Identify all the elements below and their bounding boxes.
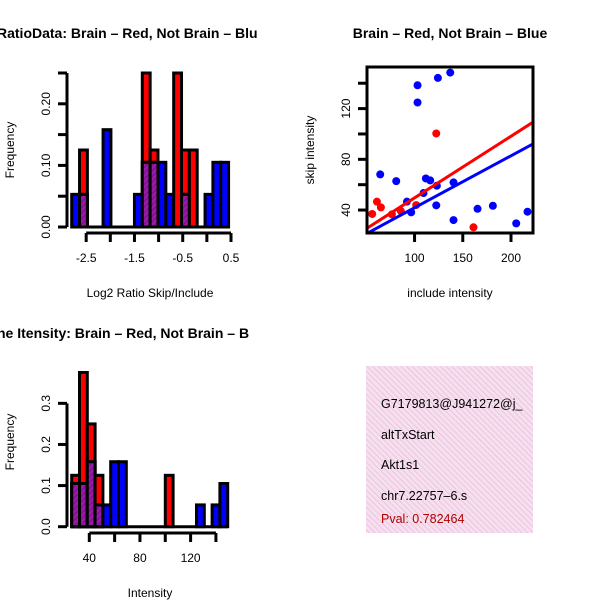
y-axis-label: skip intensity [303, 116, 317, 185]
y-tick-label: 40 [339, 203, 353, 217]
x-tick-label: 120 [181, 551, 201, 565]
chart-title: Brain – Red, Not Brain – Blue [353, 25, 548, 41]
event-type: altTxStart [381, 428, 435, 442]
x-tick-label: 200 [501, 251, 521, 265]
fit-line-not-brain [367, 142, 533, 233]
locus: chr7.22757–6.s [381, 489, 467, 503]
x-tick-label: -1.5 [124, 251, 145, 265]
event-info-box: G7179813@J941272@j_ altTxStart Akt1s1 ch… [366, 366, 533, 533]
y-tick-label: 0.20 [39, 92, 53, 116]
point-not-brain [432, 201, 441, 210]
x-axis-label: include intensity [407, 286, 492, 300]
ratio-histogram-panel: RatioData: Brain – Red, Not Brain – Blu … [0, 25, 258, 300]
bar-not-brain [117, 460, 128, 529]
point-not-brain [413, 98, 422, 107]
x-tick-label: 150 [453, 251, 473, 265]
point-not-brain [449, 216, 458, 225]
point-brain [376, 203, 385, 212]
p-value: Pval: 0.782464 [381, 512, 464, 526]
x-tick-label: 0.5 [223, 251, 240, 265]
event-id: G7179813@J941272@j_ [381, 397, 524, 411]
bar-brain [187, 148, 199, 229]
chart-title: RatioData: Brain – Red, Not Brain – Blu [0, 25, 258, 41]
info-background [366, 366, 533, 533]
y-tick-label: 120 [339, 98, 353, 118]
y-axis-label: Frequency [3, 122, 17, 179]
gene-name: Akt1s1 [381, 458, 419, 472]
x-axis-label: Log2 Ratio Skip/Include [87, 286, 214, 300]
intensity-histogram-panel: ne Itensity: Brain – Red, Not Brain – B … [0, 325, 249, 600]
y-tick-label: 0.00 [39, 215, 53, 239]
y-tick-label: 0.0 [39, 518, 53, 535]
point-not-brain [512, 219, 521, 228]
x-tick-label: 100 [405, 251, 425, 265]
point-not-brain [473, 204, 482, 213]
y-tick-label: 80 [339, 152, 353, 166]
x-tick-label: -0.5 [172, 251, 193, 265]
point-brain [372, 197, 381, 206]
point-not-brain [446, 68, 455, 77]
x-tick-label: 80 [133, 551, 147, 565]
bar-not-brain [218, 482, 230, 529]
bar-not-brain [101, 128, 113, 229]
y-tick-label: 0.3 [39, 395, 53, 412]
y-tick-label: 0.10 [39, 153, 53, 177]
point-brain [469, 223, 478, 232]
intensity-scatter-panel: Brain – Red, Not Brain – Blue include in… [303, 25, 547, 300]
plot-area [367, 68, 533, 233]
point-not-brain [376, 170, 385, 179]
plot-frame [365, 65, 535, 235]
point-not-brain [392, 177, 401, 186]
y-tick-label: 0.1 [39, 477, 53, 494]
point-brain [368, 209, 377, 218]
chart-title: ne Itensity: Brain – Red, Not Brain – B [0, 325, 249, 341]
bar-brain [163, 473, 175, 529]
point-not-brain [488, 201, 497, 210]
point-not-brain [413, 81, 422, 90]
bar-overlap [78, 192, 89, 229]
point-not-brain [523, 207, 532, 216]
y-axis-label: Frequency [3, 414, 17, 471]
fit-line-brain [367, 120, 533, 230]
bar-not-brain [195, 503, 206, 529]
x-axis-label: Intensity [128, 586, 173, 600]
y-tick-label: 0.2 [39, 436, 53, 453]
point-brain [432, 129, 441, 138]
point-not-brain [426, 176, 435, 185]
x-tick-label: -2.5 [76, 251, 97, 265]
x-tick-label: 40 [83, 551, 97, 565]
bar-not-brain [219, 160, 231, 229]
point-not-brain [433, 73, 442, 82]
